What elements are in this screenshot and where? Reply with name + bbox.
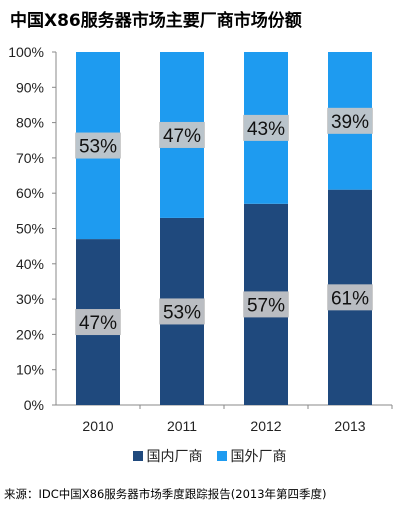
data-label-box xyxy=(327,107,373,134)
legend-swatch-domestic xyxy=(132,451,143,461)
x-tick-label: 2011 xyxy=(167,418,197,434)
data-label: 47% xyxy=(79,313,117,334)
legend-item-domestic: 国内厂商 xyxy=(132,446,203,466)
data-label-box xyxy=(327,284,373,311)
data-label-box xyxy=(75,132,121,159)
data-label: 57% xyxy=(247,295,285,316)
data-label: 43% xyxy=(247,119,285,140)
data-label: 61% xyxy=(331,288,369,309)
legend-label-foreign: 国外厂商 xyxy=(230,449,287,465)
y-tick-label: 60% xyxy=(16,185,44,201)
data-label-box xyxy=(243,291,289,318)
chart-title: 中国X86服务器市场主要厂商市场份额 xyxy=(10,11,302,31)
x-tick-label: 2013 xyxy=(334,418,365,434)
data-label-box xyxy=(75,309,121,336)
data-label: 53% xyxy=(163,302,201,323)
stacked-bar-chart: 0% 10% 20% 30% 40% 50% 60% 70% 80% 90% 100% 47% 53% 2… xyxy=(8,44,393,434)
y-tick-label: 30% xyxy=(16,291,44,307)
y-tick-label: 20% xyxy=(16,326,44,342)
y-tick-label: 10% xyxy=(16,362,44,378)
y-tick-label: 70% xyxy=(16,150,44,166)
y-tick-label: 80% xyxy=(16,115,44,131)
data-label: 47% xyxy=(163,126,201,147)
source-note: 来源：IDC中国X86服务器市场季度跟踪报告(2013年第四季度) xyxy=(4,487,327,501)
data-label: 53% xyxy=(79,137,117,158)
data-label-box xyxy=(159,298,205,325)
legend-label-domestic: 国内厂商 xyxy=(146,449,203,465)
legend-item-foreign: 国外厂商 xyxy=(216,446,287,466)
legend-swatch-foreign xyxy=(216,451,227,461)
y-tick-label: 100% xyxy=(8,44,44,60)
y-tick-label: 50% xyxy=(16,221,44,237)
y-tick-label: 90% xyxy=(16,79,44,95)
data-label-box xyxy=(243,114,289,141)
data-label-box xyxy=(159,121,205,148)
data-label: 39% xyxy=(331,112,369,133)
legend: 国内厂商 国外厂商 xyxy=(0,446,419,466)
y-tick-label: 0% xyxy=(24,397,44,413)
x-tick-label: 2010 xyxy=(82,418,113,434)
x-tick-label: 2012 xyxy=(250,418,281,434)
y-tick-label: 40% xyxy=(16,256,44,272)
